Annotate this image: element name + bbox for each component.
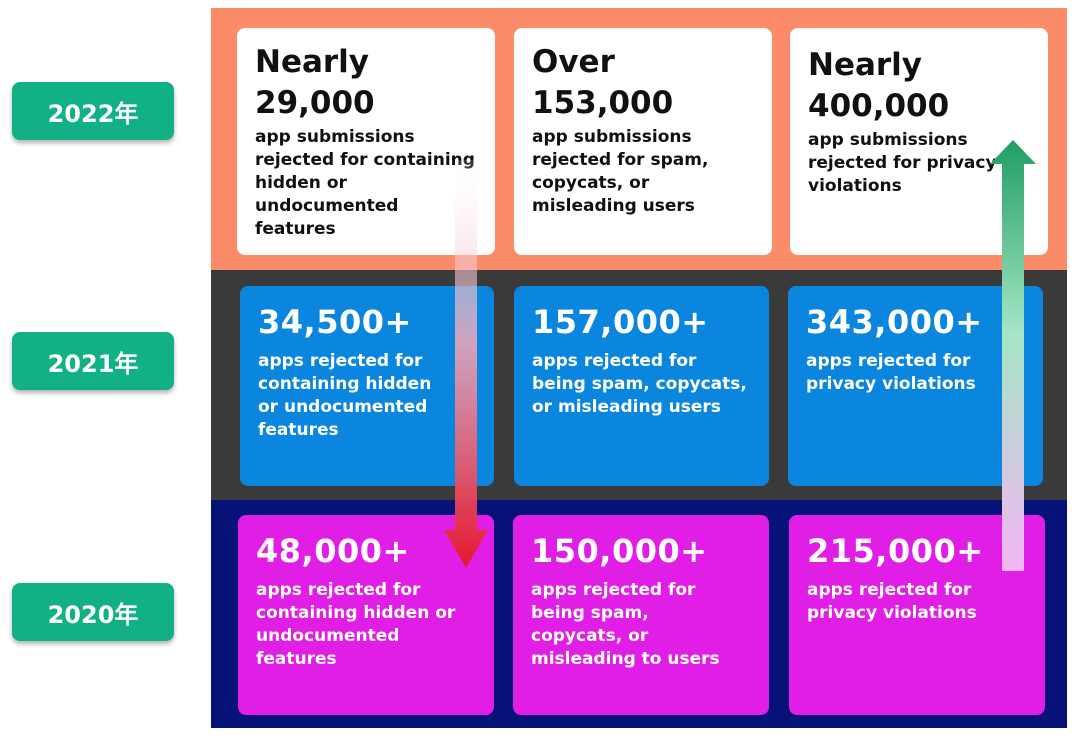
card-2022-hidden-features: Nearly 29,000 app submissions rejected f… — [237, 28, 495, 255]
card-number: 215,000+ — [807, 532, 984, 570]
card-2020-spam: 150,000+ apps rejected for being spam, c… — [513, 515, 769, 715]
band-2020: 48,000+ apps rejected for containing hid… — [211, 500, 1067, 728]
card-number: 153,000 — [532, 85, 674, 121]
card-2021-spam: 157,000+ apps rejected for being spam, c… — [514, 286, 769, 486]
card-description: apps rejected for privacy violations — [807, 580, 977, 623]
card-description: apps rejected for being spam, copycats, … — [531, 580, 720, 669]
card-2021-privacy: 343,000+ apps rejected for privacy viola… — [788, 286, 1043, 486]
card-2021-hidden-features: 34,500+ apps rejected for containing hid… — [240, 286, 494, 486]
card-description: apps rejected for containing hidden or u… — [258, 351, 432, 440]
year-badge-2020: 2020年 — [12, 583, 174, 641]
card-description: app submissions rejected for containing … — [255, 127, 475, 239]
card-description: app submissions rejected for privacy vio… — [808, 130, 997, 196]
card-2022-spam: Over 153,000 app submissions rejected fo… — [514, 28, 772, 255]
year-badge-2021: 2021年 — [12, 332, 174, 390]
year-badge-2022: 2022年 — [12, 82, 174, 140]
card-qualifier: Nearly — [255, 44, 370, 80]
card-number: 150,000+ — [531, 532, 708, 570]
band-2022: Nearly 29,000 app submissions rejected f… — [211, 8, 1067, 270]
up-arrow-icon — [990, 140, 1036, 571]
card-qualifier: Over — [532, 44, 615, 80]
card-2020-hidden-features: 48,000+ apps rejected for containing hid… — [238, 515, 494, 715]
band-2021: 34,500+ apps rejected for containing hid… — [211, 270, 1067, 500]
card-description: apps rejected for containing hidden or u… — [256, 580, 456, 669]
card-number: 400,000 — [808, 88, 950, 124]
down-arrow-icon — [444, 160, 488, 568]
card-number: 343,000+ — [806, 303, 983, 341]
card-description: apps rejected for being spam, copycats, … — [532, 351, 747, 417]
card-number: 48,000+ — [256, 532, 410, 570]
card-number: 29,000 — [255, 85, 375, 121]
card-description: app submissions rejected for spam, copyc… — [532, 127, 709, 216]
card-number: 34,500+ — [258, 303, 412, 341]
card-number: 157,000+ — [532, 303, 709, 341]
card-description: apps rejected for privacy violations — [806, 351, 976, 394]
card-qualifier: Nearly — [808, 47, 923, 83]
